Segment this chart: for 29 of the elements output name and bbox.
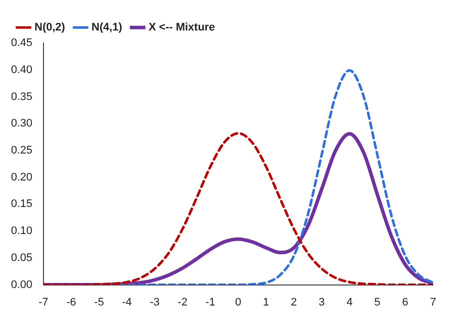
x-tick-label: 7: [430, 296, 436, 308]
y-tick-label: 0.35: [10, 90, 32, 103]
x-tick-label: 3: [318, 296, 325, 308]
y-tick-label: 0.30: [10, 118, 32, 130]
x-tick-label: -7: [38, 296, 48, 308]
x-tick-label: -4: [122, 296, 132, 308]
x-tick-label: 1: [262, 296, 270, 308]
legend-label: X <-- Mixture: [148, 22, 215, 34]
line-series: [98, 69, 433, 285]
y-tick-label: 0.15: [10, 198, 32, 210]
x-tick-label: 5: [374, 296, 380, 308]
x-tick-label: -3: [150, 296, 160, 308]
y-tick-label: 0.45: [10, 37, 32, 50]
x-tick-label: -1: [205, 296, 216, 308]
y-tick-label: 0.25: [10, 144, 32, 156]
x-tick-label: -6: [66, 296, 76, 308]
x-tick-label: 6: [402, 296, 408, 308]
legend-label: N(4,1): [92, 22, 122, 34]
x-tick-label: -2: [178, 296, 188, 308]
legend-label: N(0,2): [34, 22, 66, 34]
x-tick-label: 0: [235, 296, 242, 308]
y-tick-label: 0.00: [10, 278, 32, 291]
x-tick-label: 2: [290, 296, 297, 308]
x-tick-label: 4: [346, 296, 353, 308]
y-tick-label: 0.10: [10, 225, 32, 238]
y-tick-label: 0.05: [10, 252, 32, 264]
y-tick-label: 0.40: [10, 64, 32, 76]
x-tick-label: -5: [94, 296, 104, 308]
y-tick-label: 0.20: [10, 171, 32, 184]
